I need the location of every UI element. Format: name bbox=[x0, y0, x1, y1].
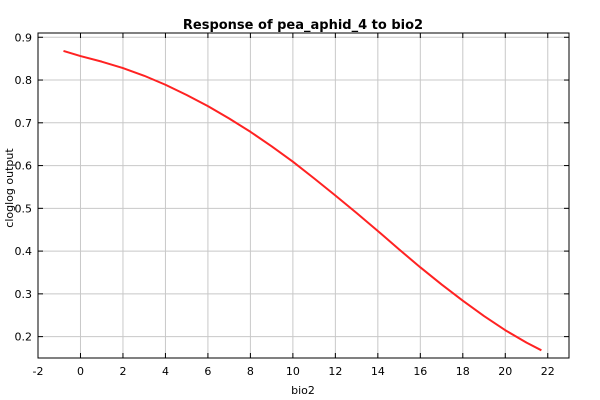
y-axis-label: cloglog output bbox=[3, 148, 16, 228]
y-tick-label: 0.9 bbox=[15, 31, 33, 44]
plot-frame bbox=[37, 32, 570, 359]
x-tick-label: 12 bbox=[328, 365, 342, 378]
grid bbox=[38, 33, 569, 358]
x-tick-label: 16 bbox=[413, 365, 427, 378]
x-tick-label: 0 bbox=[77, 365, 84, 378]
x-tick-label: 8 bbox=[247, 365, 254, 378]
axis-ticks: -2 0 2 4 6 8 10 12 14 16 18 20 22 0.2 0.3 0.4 0.5 0.6 0.7 0… bbox=[15, 31, 569, 378]
x-tick-label: 4 bbox=[162, 365, 169, 378]
x-tick-label: 10 bbox=[286, 365, 300, 378]
y-tick-label: 0.6 bbox=[15, 160, 33, 173]
x-tick-label: 22 bbox=[541, 365, 555, 378]
x-axis-label: bio2 bbox=[291, 384, 315, 397]
x-tick-label: 6 bbox=[204, 365, 211, 378]
y-tick-label: 0.4 bbox=[15, 245, 33, 258]
y-tick-label: 0.8 bbox=[15, 74, 33, 87]
y-tick-label: 0.2 bbox=[15, 331, 33, 344]
y-tick-label: 0.3 bbox=[15, 288, 33, 301]
y-tick-label: 0.5 bbox=[15, 202, 33, 215]
x-tick-label: -2 bbox=[33, 365, 44, 378]
x-tick-label: 2 bbox=[119, 365, 126, 378]
chart-title: Response of pea_aphid_4 to bio2 bbox=[183, 18, 423, 33]
x-tick-label: 20 bbox=[498, 365, 512, 378]
x-tick-label: 14 bbox=[371, 365, 385, 378]
y-tick-label: 0.7 bbox=[15, 117, 33, 130]
x-tick-label: 18 bbox=[456, 365, 470, 378]
series-layer bbox=[63, 50, 542, 352]
series-line bbox=[63, 50, 542, 352]
